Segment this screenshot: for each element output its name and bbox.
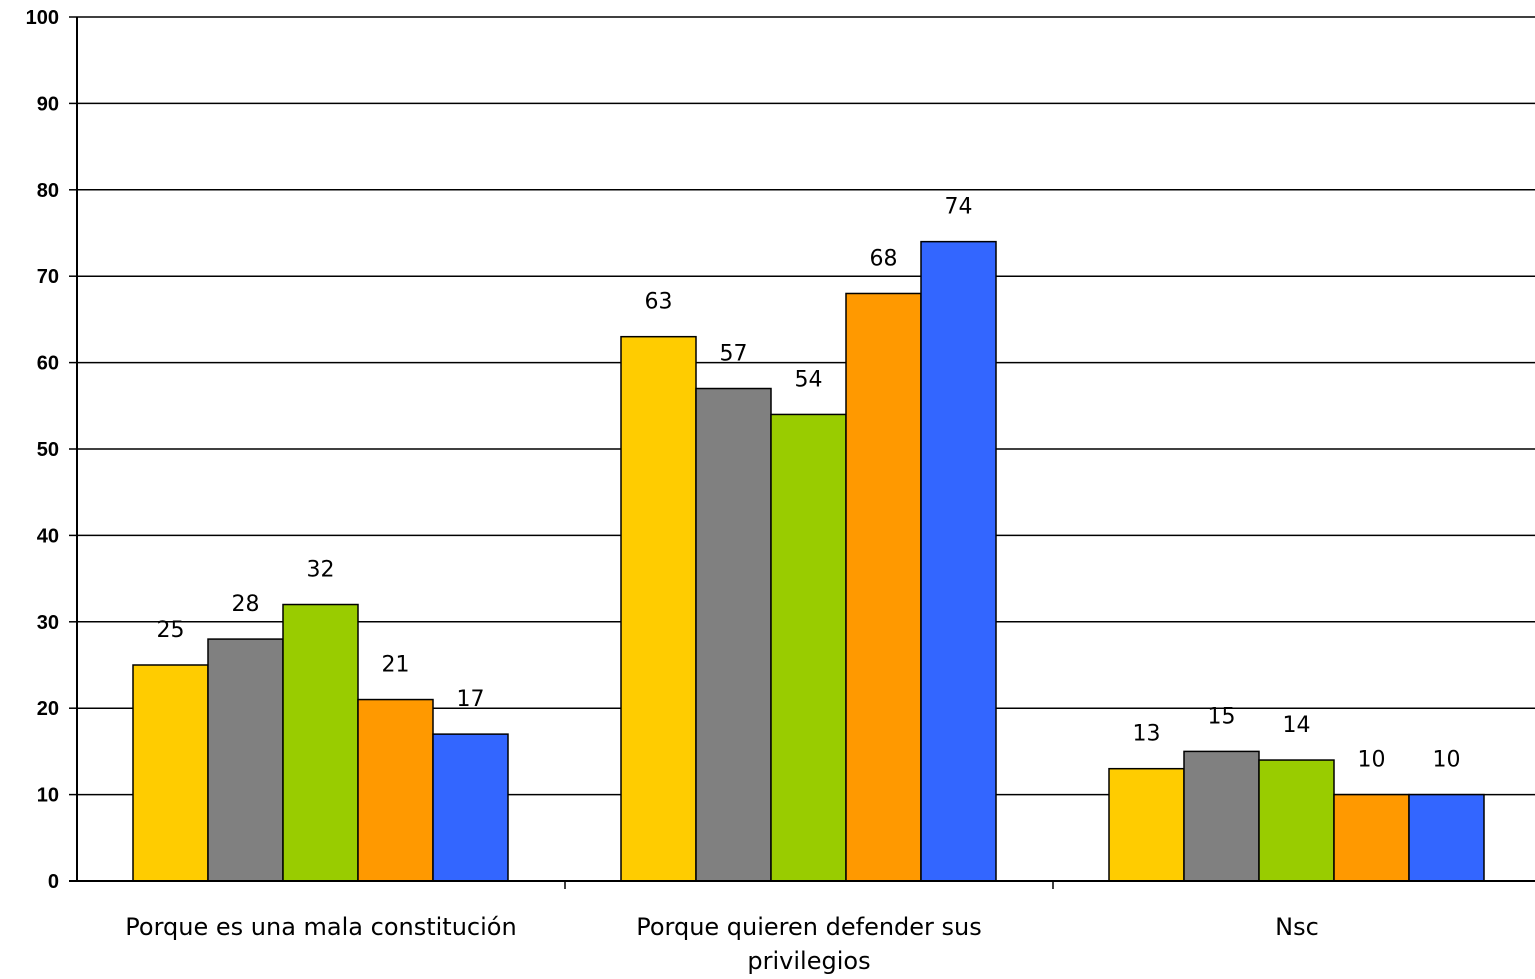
- data-label: 68: [870, 246, 898, 271]
- bar: [1108, 767, 1185, 882]
- data-label: 74: [945, 195, 973, 220]
- bar: [132, 664, 209, 882]
- x-tick-labels: Porque es una mala constitución Porque qu…: [125, 913, 1319, 975]
- data-label: 13: [1133, 722, 1161, 747]
- data-label: 32: [307, 558, 335, 583]
- bar: [695, 387, 772, 882]
- x-tick-label: privilegios: [747, 947, 870, 975]
- x-tick-label: Porque es una mala constitución: [125, 913, 516, 941]
- data-label: 17: [457, 687, 485, 712]
- data-label: 57: [720, 342, 748, 367]
- bar: [845, 292, 922, 882]
- bar: [920, 240, 997, 882]
- bar: [1183, 750, 1260, 882]
- y-tick-label: 70: [37, 266, 59, 288]
- y-tick-label: 50: [37, 439, 59, 461]
- y-tick-label: 80: [37, 180, 59, 202]
- y-tick-label: 30: [37, 612, 59, 634]
- bar: [1258, 759, 1335, 882]
- bar: [432, 733, 509, 882]
- bar: [207, 638, 284, 882]
- data-label: 14: [1283, 713, 1311, 738]
- x-tick-label: Porque quieren defender sus: [636, 913, 982, 941]
- data-label: 25: [157, 618, 185, 643]
- axes: [69, 16, 1535, 889]
- y-tick-label: 60: [37, 353, 59, 375]
- data-label: 21: [382, 653, 410, 678]
- data-label: 10: [1358, 748, 1386, 773]
- data-labels: 25 63 13 28 57 15 32 54 14 21 68 10 17 74 10: [157, 195, 1461, 773]
- data-label: 63: [645, 290, 673, 315]
- bar: [1408, 793, 1485, 882]
- data-label: 54: [795, 367, 823, 392]
- bar: [282, 603, 359, 882]
- bars: [132, 240, 1485, 882]
- y-tick-labels: 0 10 20 30 40 50 60 70 80 90 100: [26, 7, 59, 893]
- bar: [620, 335, 697, 882]
- y-tick-label: 0: [48, 871, 59, 893]
- y-tick-label: 100: [26, 7, 59, 29]
- data-label: 10: [1433, 748, 1461, 773]
- y-tick-label: 20: [37, 698, 59, 720]
- bar: [770, 413, 847, 882]
- y-tick-label: 40: [37, 525, 59, 547]
- data-label: 28: [232, 592, 260, 617]
- bar: [357, 698, 434, 882]
- y-tick-label: 10: [37, 785, 59, 807]
- y-tick-label: 90: [37, 93, 59, 115]
- bar: [1333, 793, 1410, 882]
- x-tick-label: Nsc: [1275, 913, 1319, 941]
- data-label: 15: [1208, 704, 1236, 729]
